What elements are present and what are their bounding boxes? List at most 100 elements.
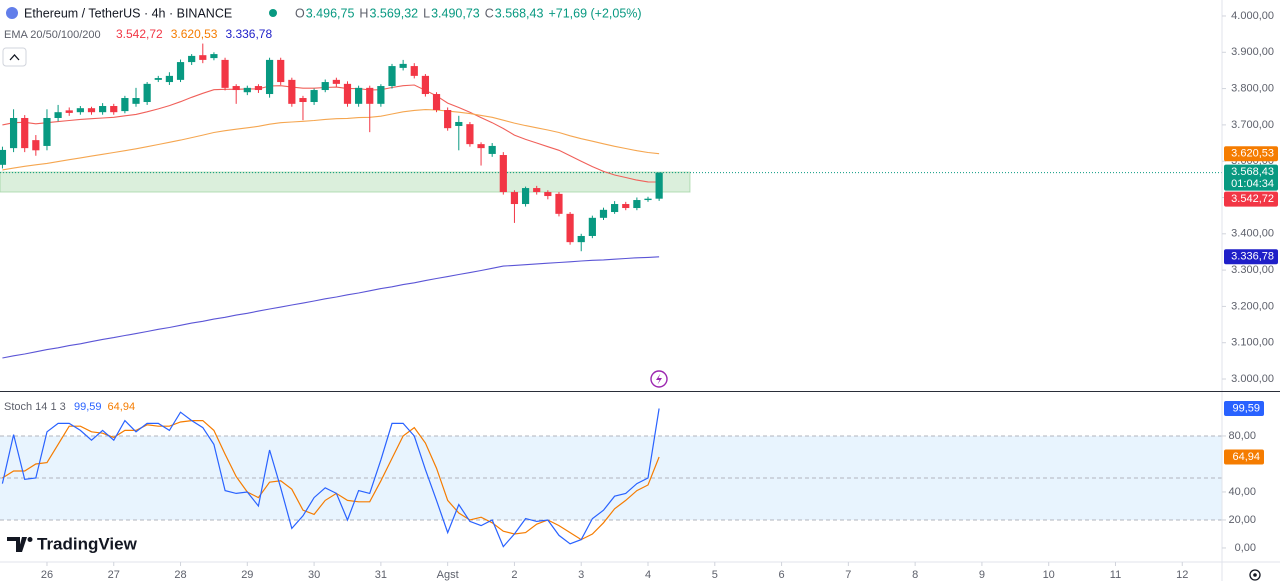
brand-logo: [7, 537, 27, 552]
plot-layer: [0, 43, 663, 548]
background-layer: [0, 171, 1222, 521]
stoch-line: [2, 420, 660, 541]
ohlc-change: +71,69 (+2,05%): [548, 6, 641, 20]
candle-body: [277, 59, 285, 83]
candle-body: [499, 155, 507, 193]
ema-line: [2, 256, 660, 359]
ohlc-value: 3.569,32: [369, 6, 418, 20]
candle-body: [510, 192, 519, 205]
stoch-legend: 99,59 64,94: [74, 401, 135, 413]
settings-icon[interactable]: [1249, 569, 1261, 581]
candle-body: [377, 86, 385, 104]
candle-body: [110, 106, 118, 113]
candle-body: [421, 75, 430, 95]
time-tick-label: 29: [241, 569, 253, 581]
stoch-last-value: 64,94: [108, 401, 136, 413]
ema-line: [2, 84, 660, 183]
stoch-badge-label: 64,94: [1232, 451, 1260, 463]
candle-body: [455, 121, 463, 126]
stoch-name: Stoch 14 1 3: [4, 401, 66, 413]
candle-body: [299, 98, 307, 103]
time-tick-label: 3: [578, 569, 584, 581]
candle-body: [176, 62, 185, 80]
time-tick-label: 4: [645, 569, 651, 581]
candle-body: [444, 110, 452, 129]
candle-body: [622, 204, 630, 209]
candle-body: [0, 149, 7, 165]
time-tick-label: 5: [712, 569, 718, 581]
price-tick-label: 4.000,00: [1231, 10, 1274, 22]
candle-body: [254, 86, 263, 91]
stoch-badge: [1224, 401, 1264, 417]
candle-body: [43, 117, 51, 146]
candle-body: [432, 94, 441, 111]
candle-body: [121, 98, 129, 112]
price-tick-label: 3.800,00: [1231, 82, 1274, 94]
candle-body: [65, 110, 73, 113]
ohlc-key: L: [423, 6, 430, 20]
support-zone: [0, 171, 691, 193]
time-tick-label: 12: [1176, 569, 1188, 581]
candle-body: [611, 204, 619, 213]
candle-body: [21, 117, 29, 149]
stoch-badge: [1224, 449, 1264, 465]
collapse-button[interactable]: [2, 47, 27, 67]
candle-body: [599, 209, 608, 218]
ohlc-value: 3.496,75: [306, 6, 355, 20]
candle-body: [87, 108, 96, 113]
price-badge: [1224, 249, 1278, 265]
candle-body: [232, 86, 240, 91]
stoch-last-value: 99,59: [74, 401, 102, 413]
candle-body: [533, 188, 541, 193]
price-badge-label: 3.620,53: [1231, 148, 1274, 160]
candle-body: [154, 78, 162, 80]
ohlc-key: C: [485, 6, 494, 20]
candle-body: [221, 59, 229, 88]
indicator-name: EMA 20/50/100/200: [4, 29, 101, 41]
candle-body: [99, 106, 107, 113]
brand-name: TradingView: [37, 534, 138, 553]
price-badge-label: 3.336,78: [1231, 251, 1274, 263]
stoch-tick-label: 20,00: [1228, 514, 1256, 526]
candle-body: [210, 54, 218, 59]
price-badge-label: 3.568,43: [1231, 166, 1274, 178]
candle-body: [321, 82, 329, 91]
time-tick-label: 11: [1110, 569, 1121, 581]
ema-last-value: 3.542,72: [116, 27, 163, 41]
time-tick-label: 26: [41, 569, 53, 581]
candle-body: [143, 83, 151, 103]
price-tick-label: 3.100,00: [1231, 337, 1274, 349]
candle-body: [477, 144, 485, 149]
candle-body: [410, 66, 418, 76]
candle-body: [188, 55, 196, 63]
time-tick-label: 30: [308, 569, 320, 581]
ohlc-value: 3.490,73: [431, 6, 480, 20]
time-tick-label: 9: [979, 569, 985, 581]
ema-last-value: 3.336,78: [225, 27, 272, 41]
ohlc-value: 3.568,43: [495, 6, 544, 20]
price-badge-label: 01:04:34: [1231, 178, 1274, 190]
price-tick-label: 3.000,00: [1231, 373, 1274, 385]
ohlc-key: O: [295, 6, 305, 20]
stoch-tick-label: 0,00: [1235, 542, 1256, 554]
candle-body: [577, 235, 585, 243]
candle-body: [566, 213, 574, 243]
time-tick-label: 28: [174, 569, 186, 581]
candle-body: [466, 124, 474, 145]
ema-last-value: 3.620,53: [171, 27, 218, 41]
ohlc-key: H: [359, 6, 368, 20]
status-dot: [269, 9, 277, 17]
candle-body: [76, 108, 84, 113]
price-badge-label: 3.542,72: [1231, 193, 1274, 205]
ema-line: [2, 109, 660, 171]
candle-body: [54, 112, 62, 118]
stoch-line: [1, 408, 660, 548]
stoch-tick-label: 40,00: [1228, 486, 1256, 498]
candle-body: [544, 192, 552, 197]
candle-body: [343, 83, 352, 104]
price-badge: [1224, 164, 1278, 191]
candle-body: [9, 117, 18, 149]
price-badge: [1224, 146, 1278, 162]
alert-bolt: [656, 373, 662, 385]
